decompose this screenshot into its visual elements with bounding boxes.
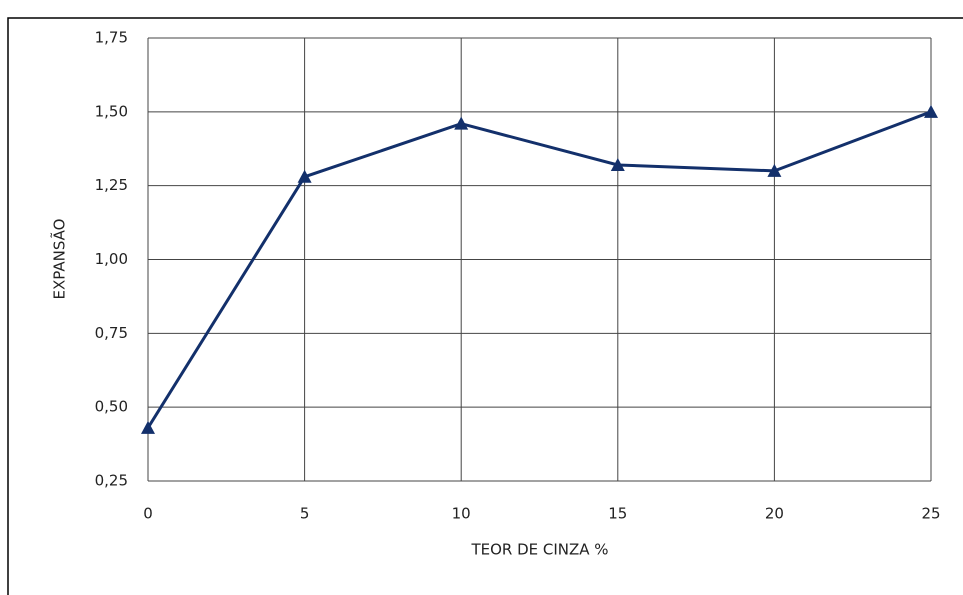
frame (7, 17, 963, 595)
y-tick-label: 0,75 (95, 324, 128, 342)
marker (297, 169, 312, 183)
x-tick-label: 15 (608, 505, 627, 523)
marker (610, 157, 625, 171)
y-tick-label: 0,50 (95, 398, 128, 416)
marker (924, 104, 938, 118)
x-tick-label: 10 (452, 505, 471, 523)
y-tick-label: 1,75 (95, 29, 128, 47)
marker (454, 116, 469, 130)
x-tick-label: 5 (300, 505, 310, 523)
y-tick-label: 1,00 (95, 250, 128, 268)
y-tick-label: 1,50 (95, 102, 128, 120)
marker (141, 420, 155, 434)
x-tick-label: 20 (765, 505, 784, 523)
x-axis-label: TEOR DE CINZA % (470, 541, 608, 559)
y-tick-label: 1,25 (95, 176, 128, 194)
line (146, 110, 932, 429)
x-tick-label: 0 (143, 505, 153, 523)
y-axis-label: EXPANSÃO (50, 219, 69, 300)
x-tick-label: 25 (921, 505, 940, 523)
y-tick-label: 0,25 (95, 472, 128, 490)
marker (767, 163, 782, 177)
